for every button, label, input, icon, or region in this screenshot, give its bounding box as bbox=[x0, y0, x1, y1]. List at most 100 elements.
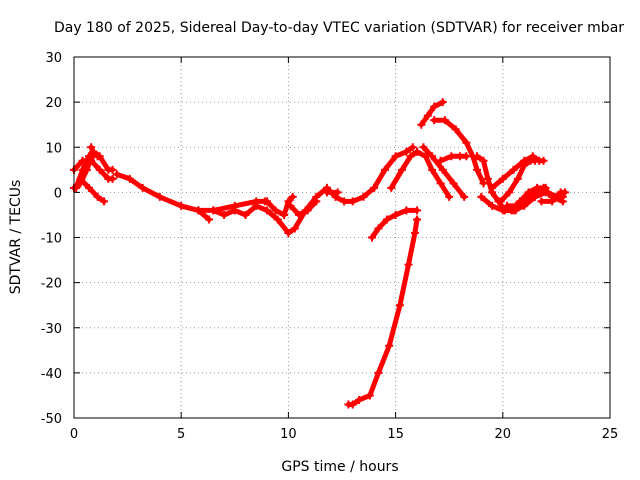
data-point bbox=[303, 206, 312, 215]
x-tick-label: 25 bbox=[602, 427, 619, 442]
data-point bbox=[380, 165, 389, 174]
data-point bbox=[374, 224, 383, 233]
data-point bbox=[560, 188, 569, 197]
data-point bbox=[209, 206, 218, 215]
data-point bbox=[87, 143, 96, 152]
data-point bbox=[477, 192, 486, 201]
series-track-13 bbox=[368, 206, 422, 242]
series-track-17 bbox=[417, 98, 447, 129]
data-point bbox=[312, 197, 321, 206]
grid-lines bbox=[74, 57, 610, 418]
series-line bbox=[418, 99, 446, 128]
series-track-16 bbox=[419, 143, 469, 201]
data-point bbox=[402, 147, 411, 156]
data-point bbox=[496, 197, 505, 206]
y-tick-label: -20 bbox=[41, 277, 62, 292]
data-point bbox=[112, 170, 121, 179]
x-tick-label: 15 bbox=[387, 427, 404, 442]
data-point bbox=[413, 206, 422, 215]
y-tick-label: -40 bbox=[41, 367, 62, 382]
data-point bbox=[436, 156, 445, 165]
data-point bbox=[479, 179, 488, 188]
data-point bbox=[295, 210, 304, 219]
data-point bbox=[479, 156, 488, 165]
data-point bbox=[498, 206, 507, 215]
data-point bbox=[368, 233, 377, 242]
data-point bbox=[125, 174, 134, 183]
data-point bbox=[539, 183, 548, 192]
axis-ticks: 0 5 10 15 20 25 -50 -40 -30 -20 -10 0 10 20 30 bbox=[41, 51, 619, 442]
data-point bbox=[488, 183, 497, 192]
x-tick-label: 10 bbox=[280, 427, 297, 442]
series-line bbox=[388, 149, 420, 191]
data-point bbox=[108, 174, 117, 183]
x-axis-label: GPS time / hours bbox=[281, 459, 398, 475]
data-point bbox=[93, 152, 102, 161]
data-point bbox=[537, 197, 546, 206]
data-point bbox=[505, 188, 514, 197]
data-point bbox=[520, 161, 529, 170]
data-point bbox=[271, 206, 280, 215]
data-point bbox=[428, 165, 437, 174]
data-point bbox=[370, 183, 379, 192]
y-tick-label: 10 bbox=[45, 141, 62, 156]
data-point bbox=[436, 179, 445, 188]
data-point bbox=[85, 183, 94, 192]
data-point bbox=[402, 206, 411, 215]
data-point bbox=[280, 210, 289, 219]
data-point bbox=[449, 179, 458, 188]
data-point bbox=[511, 206, 520, 215]
series-track-18 bbox=[430, 116, 488, 188]
data-point bbox=[419, 143, 428, 152]
data-point bbox=[273, 215, 282, 224]
x-tick-label: 5 bbox=[177, 427, 185, 442]
data-point bbox=[230, 206, 239, 215]
data-point bbox=[438, 165, 447, 174]
data-point bbox=[340, 197, 349, 206]
data-point bbox=[488, 201, 497, 210]
data-point bbox=[374, 368, 383, 377]
series-line bbox=[345, 216, 420, 407]
data-point bbox=[395, 301, 404, 310]
data-point bbox=[498, 174, 507, 183]
data-point bbox=[410, 228, 419, 237]
data-point bbox=[513, 174, 522, 183]
data-point bbox=[78, 165, 87, 174]
series-track-23 bbox=[496, 156, 539, 206]
data-point bbox=[413, 215, 422, 224]
x-tick-label: 20 bbox=[495, 427, 512, 442]
x-tick-label: 0 bbox=[70, 427, 78, 442]
data-point bbox=[520, 197, 529, 206]
series-line bbox=[288, 198, 319, 218]
y-tick-label: -30 bbox=[41, 322, 62, 337]
data-point bbox=[383, 215, 392, 224]
data-point bbox=[408, 143, 417, 152]
data-point bbox=[428, 152, 437, 161]
data-point bbox=[138, 183, 147, 192]
data-point bbox=[284, 197, 293, 206]
y-axis-label: SDTVAR / TECUs bbox=[8, 180, 24, 295]
series-track-5 bbox=[87, 143, 102, 161]
data-point bbox=[503, 201, 512, 210]
data-point bbox=[423, 111, 432, 120]
data-point bbox=[451, 125, 460, 134]
data-point bbox=[155, 192, 164, 201]
data-point bbox=[252, 201, 261, 210]
data-point bbox=[438, 98, 447, 107]
series-track-15 bbox=[413, 147, 454, 201]
y-tick-label: -50 bbox=[41, 412, 62, 427]
series-layer bbox=[70, 98, 569, 409]
data-point bbox=[288, 192, 297, 201]
data-point bbox=[72, 183, 81, 192]
series-track-8 bbox=[209, 143, 417, 237]
data-point bbox=[76, 174, 85, 183]
series-line bbox=[195, 207, 212, 222]
data-point bbox=[262, 206, 271, 215]
data-point bbox=[365, 391, 374, 400]
data-point bbox=[348, 197, 357, 206]
data-point bbox=[359, 192, 368, 201]
y-tick-label: 30 bbox=[45, 51, 62, 66]
y-tick-label: 20 bbox=[45, 96, 62, 111]
data-point bbox=[348, 400, 357, 409]
data-point bbox=[387, 183, 396, 192]
